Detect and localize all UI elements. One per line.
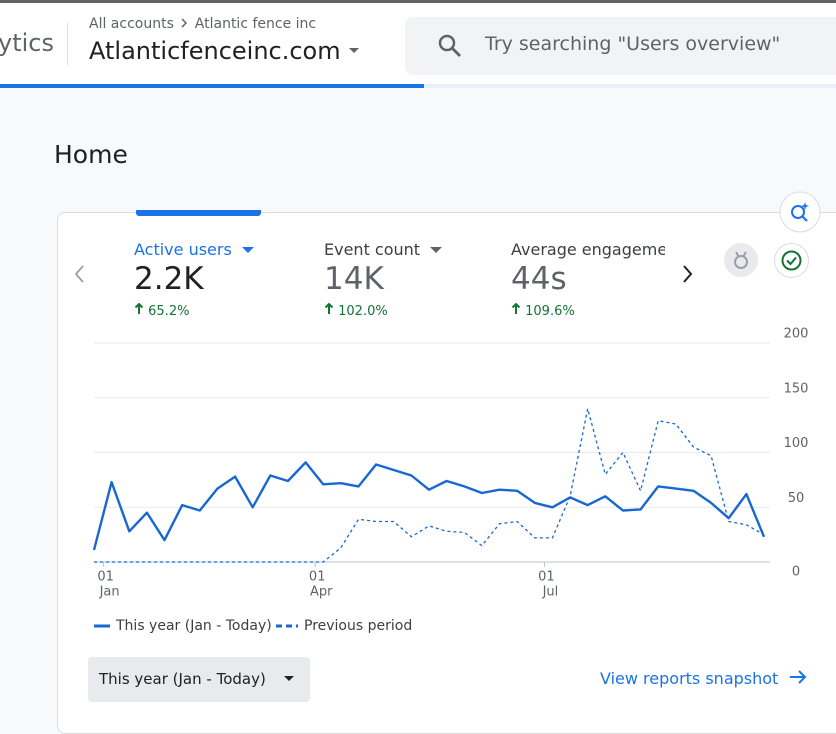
y-tick-label: 100: [784, 436, 809, 451]
metric-label-text: Active users: [134, 240, 232, 259]
period-selector[interactable]: This year (Jan - Today): [88, 657, 310, 702]
badge-icon[interactable]: [723, 242, 759, 278]
breadcrumb-item[interactable]: Atlantic fence inc: [194, 16, 317, 32]
property-selector[interactable]: Atlanticfenceinc.com: [89, 37, 360, 65]
progress-bar: [0, 84, 836, 88]
metric-label: Active users: [134, 240, 255, 259]
legend-label: Previous period: [304, 618, 412, 634]
property-name[interactable]: Atlanticfenceinc.com: [89, 37, 341, 65]
metric-tab[interactable]: Average engagement time 44s 109.6%: [511, 240, 665, 319]
dropdown-icon: [430, 247, 443, 253]
chevron-icon: [181, 18, 188, 28]
y-tick-label: 50: [788, 491, 805, 506]
up-arrow-icon: [134, 302, 144, 314]
series-line: [94, 408, 765, 563]
progress-fill: [0, 84, 424, 88]
prev-arrow[interactable]: [72, 264, 88, 284]
insights-button[interactable]: [778, 190, 822, 234]
x-tick-label-month: Apr: [310, 585, 333, 600]
metric-change-text: 109.6%: [525, 304, 575, 319]
divider: [67, 23, 68, 65]
metric-tab[interactable]: Active users 2.2K 65.2%: [134, 240, 255, 319]
app-name: ytics: [0, 29, 54, 57]
metric-change: 65.2%: [134, 302, 255, 319]
dropdown-icon: [349, 48, 360, 53]
up-arrow-icon: [511, 302, 521, 314]
legend-label: This year (Jan - Today): [115, 618, 272, 634]
x-tick-label-day: 01: [538, 570, 555, 585]
snapshot-link[interactable]: View reports snapshot: [600, 669, 807, 688]
up-arrow-icon: [324, 302, 334, 314]
active-tab-indicator: [136, 210, 261, 216]
status-icon[interactable]: [773, 242, 810, 279]
y-tick-label: 150: [784, 381, 809, 396]
x-tick-label-month: Jul: [542, 585, 559, 600]
page-title: Home: [54, 140, 128, 169]
search-icon: [438, 34, 461, 57]
metric-tab[interactable]: Event count 14K 102.0%: [324, 240, 443, 319]
metric-value: 44s: [511, 261, 567, 297]
metric-label-text: Event count: [324, 240, 421, 259]
search-box[interactable]: Try searching "Users overview": [405, 17, 836, 75]
breadcrumb[interactable]: All accounts Atlantic fence inc: [89, 16, 316, 32]
metric-change: 102.0%: [324, 302, 443, 319]
y-tick-label: 0: [792, 565, 800, 580]
next-arrow[interactable]: [679, 264, 695, 284]
dropdown-icon: [241, 247, 254, 253]
snapshot-link-text[interactable]: View reports snapshot: [600, 669, 779, 688]
metric-label: Event count: [324, 240, 443, 259]
overview-card: [57, 212, 836, 734]
series-line: [92, 461, 766, 551]
dropdown-icon: [284, 676, 294, 681]
x-tick-label-month: Jan: [99, 585, 120, 600]
y-tick-label: 200: [784, 327, 809, 342]
period-selector-text: This year (Jan - Today): [99, 670, 266, 688]
arrow-icon: [790, 670, 807, 684]
metric-change-text: 102.0%: [338, 304, 388, 319]
x-tick-label-day: 01: [309, 570, 326, 585]
top-bar: ytics All accounts Atlantic fence inc At…: [0, 0, 836, 84]
metric-value: 14K: [324, 261, 384, 297]
metric-change-text: 65.2%: [148, 304, 190, 319]
metric-value: 2.2K: [134, 261, 204, 297]
metric-change: 109.6%: [511, 302, 665, 319]
search-placeholder: Try searching "Users overview": [485, 33, 781, 55]
metric-label: Average engagement time: [511, 240, 665, 259]
x-tick-label-day: 01: [97, 570, 114, 585]
breadcrumb-item[interactable]: All accounts: [89, 16, 174, 32]
